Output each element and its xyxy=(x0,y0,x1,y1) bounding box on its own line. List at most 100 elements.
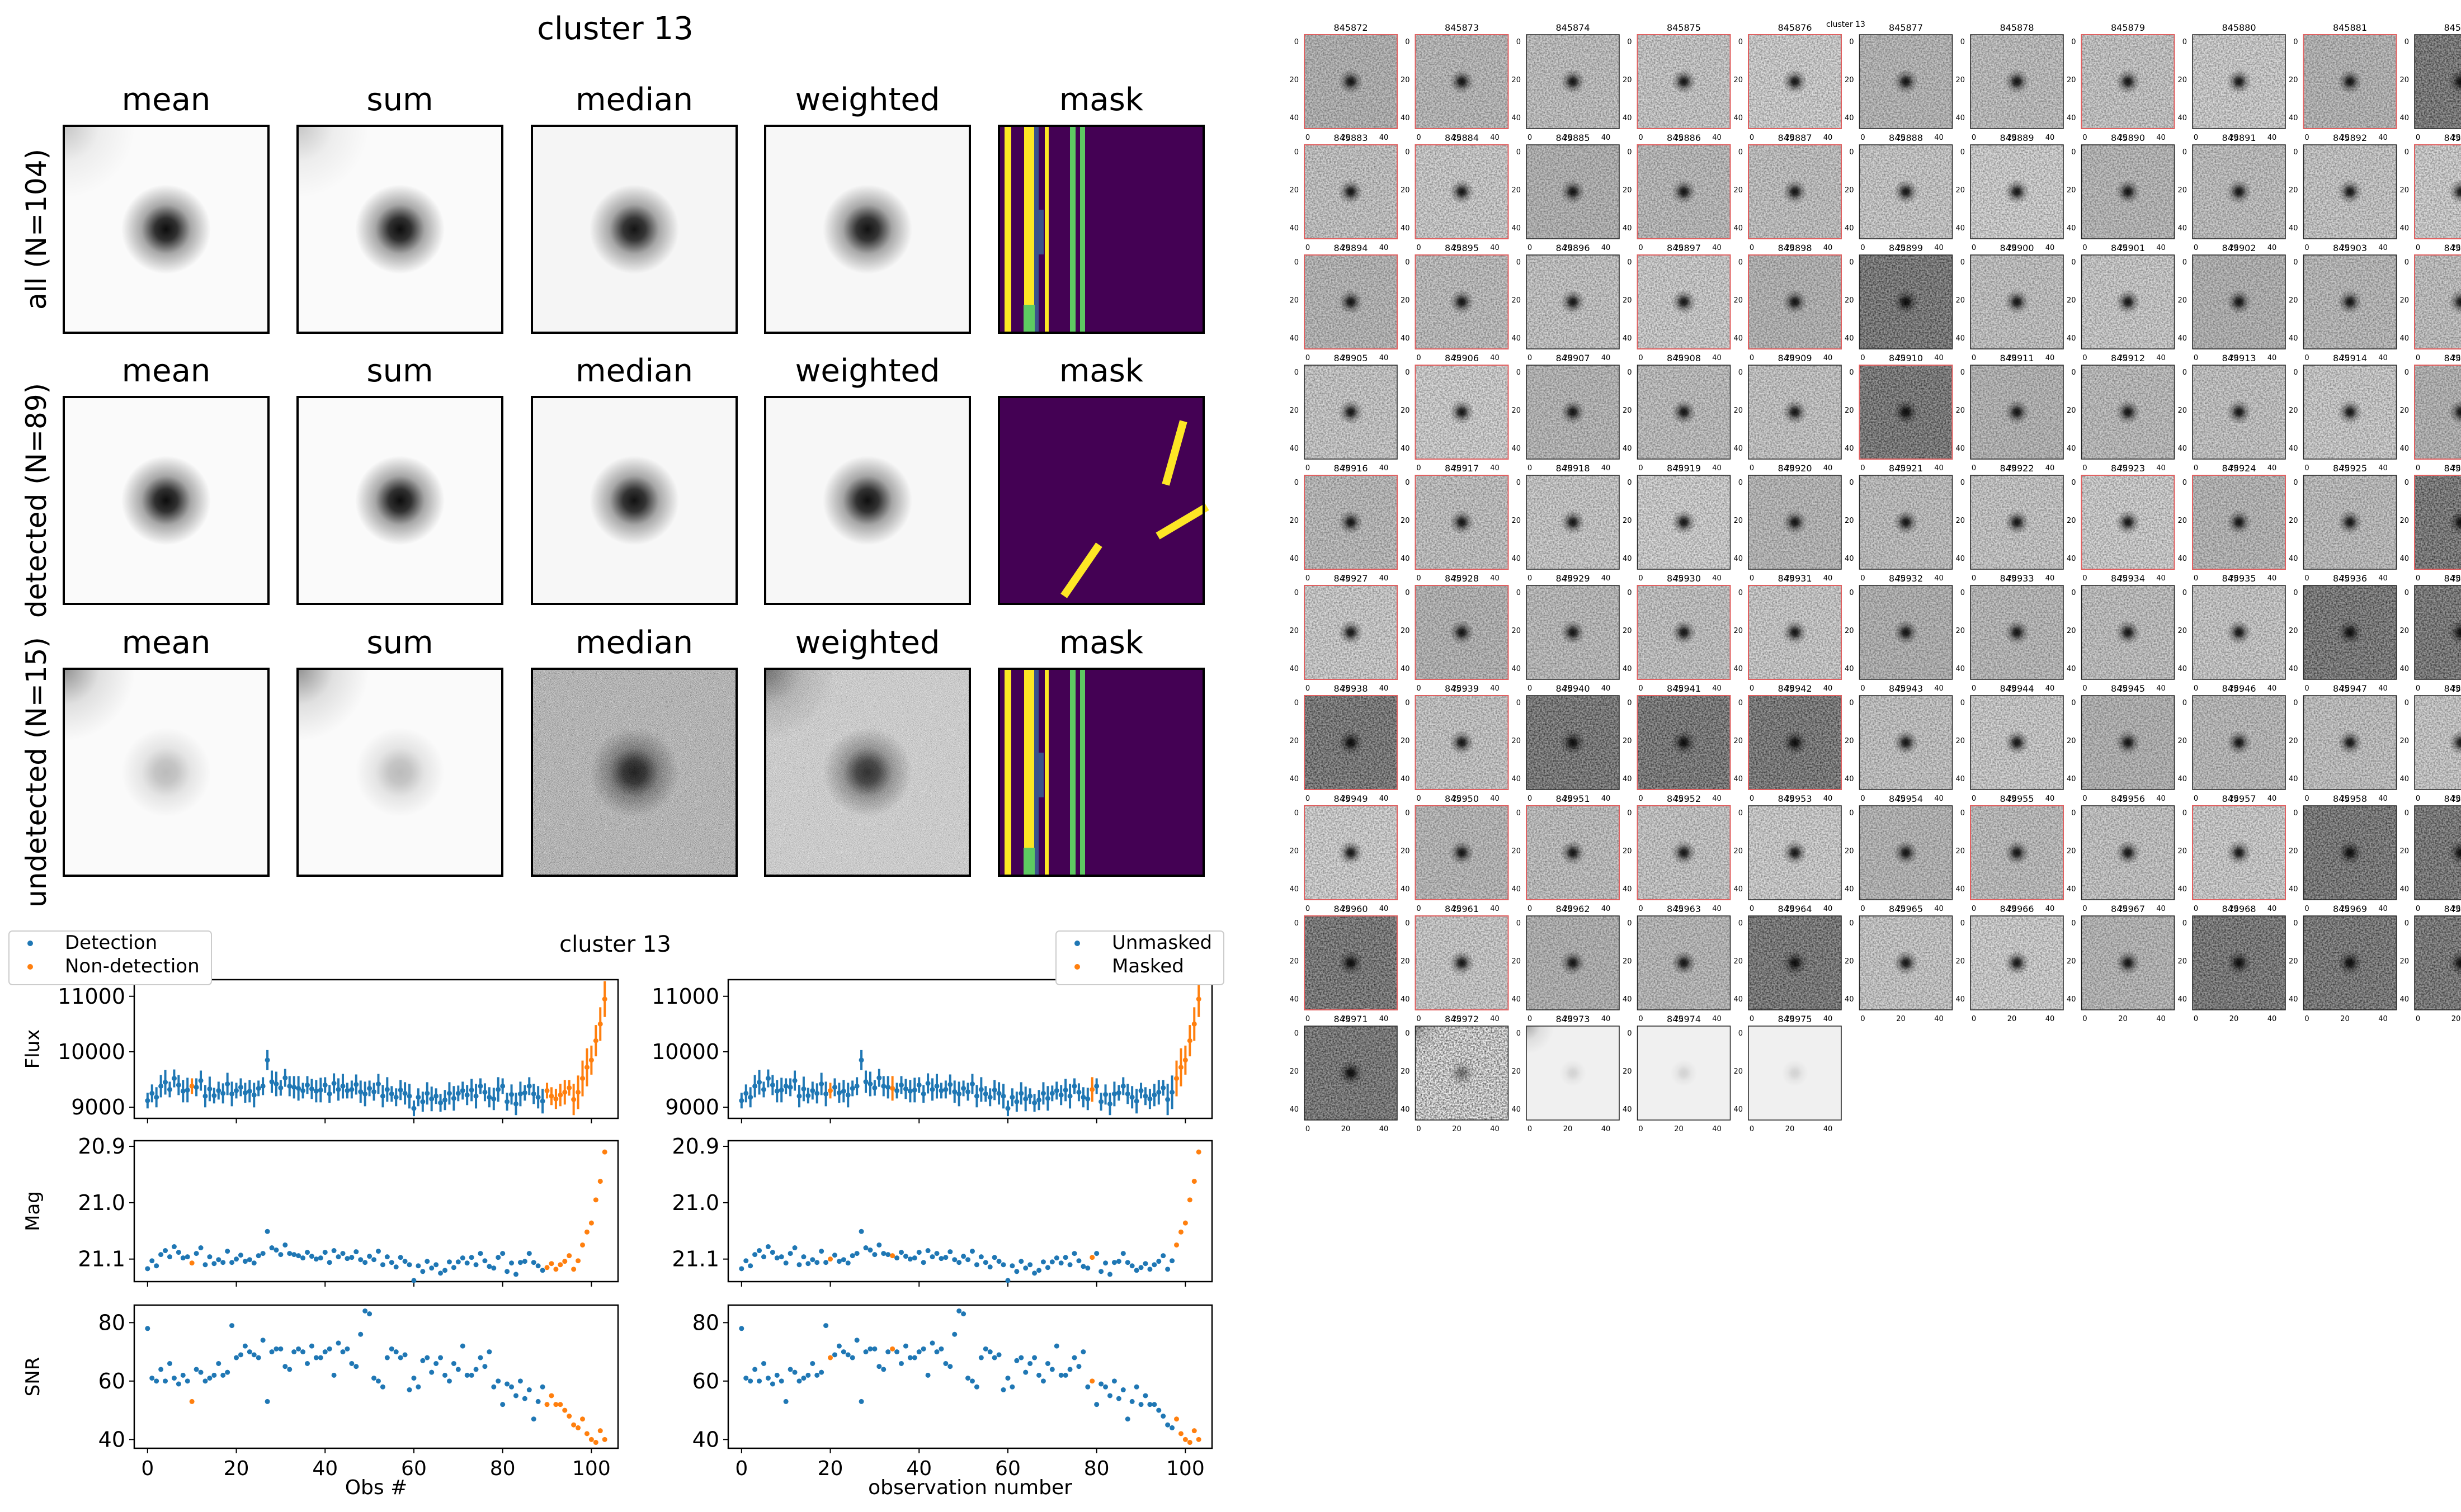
mask-patch xyxy=(1037,210,1044,254)
cutout-label: 845901 xyxy=(2111,243,2145,253)
data-point xyxy=(553,1402,559,1407)
cutout-label: 845904 xyxy=(2444,243,2461,253)
data-point xyxy=(362,1091,368,1097)
cutout-x-tick: 0 xyxy=(1750,684,1754,693)
cutout-x-tick: 40 xyxy=(1712,1015,1722,1023)
cutout-psf xyxy=(1671,179,1696,204)
data-point xyxy=(496,1378,501,1384)
stack-panel-mean xyxy=(63,668,270,877)
data-point xyxy=(171,1376,177,1381)
cutout-x-tick: 0 xyxy=(1750,1015,1754,1023)
data-point xyxy=(1045,1360,1050,1366)
data-point xyxy=(176,1250,181,1255)
cutout-label: 845915 xyxy=(2444,353,2461,363)
cutout-y-tick: 0 xyxy=(2071,368,2076,377)
cutout-x-tick: 0 xyxy=(2194,464,2198,472)
cutout-frame xyxy=(1859,805,1953,900)
cutout-psf xyxy=(2337,840,2363,865)
cutout-x-tick: 40 xyxy=(2045,574,2055,583)
data-point xyxy=(921,1346,926,1352)
data-point xyxy=(522,1090,527,1095)
cutout-y-tick: 40 xyxy=(2399,885,2409,894)
cutout-label: 845905 xyxy=(1333,353,1368,363)
x-axis-label: observation number xyxy=(868,1476,1072,1499)
cutout-x-tick: 20 xyxy=(2451,134,2461,142)
data-point xyxy=(389,1346,394,1352)
cutout-y-tick: 0 xyxy=(2293,919,2298,928)
cutout-x-tick: 20 xyxy=(2451,795,2461,803)
cutout-x-tick: 40 xyxy=(2378,905,2388,913)
cutout-y-tick: 40 xyxy=(1289,885,1299,894)
data-point xyxy=(535,1094,541,1100)
mask-stripe xyxy=(1005,126,1011,333)
cutout-y-tick: 40 xyxy=(1401,1105,1410,1114)
data-point xyxy=(1010,1263,1015,1269)
cutout-y-tick: 40 xyxy=(2067,885,2076,894)
cutout-y-tick: 40 xyxy=(1401,114,1410,122)
data-point xyxy=(961,1254,967,1259)
cutout-y-tick: 40 xyxy=(2289,775,2298,783)
cutout-x-tick: 40 xyxy=(1379,795,1389,803)
panel-title: sum xyxy=(366,82,433,118)
cutout-y-tick: 0 xyxy=(2405,919,2409,928)
cutout-y-tick: 20 xyxy=(1733,847,1743,856)
data-point xyxy=(779,1378,784,1384)
cutout-y-tick: 0 xyxy=(1294,479,1299,487)
data-point xyxy=(814,1260,820,1265)
data-point xyxy=(1054,1255,1059,1261)
cutout-frame xyxy=(1304,1026,1398,1121)
cutout-y-tick: 40 xyxy=(1623,665,1632,673)
cutout-y-tick: 0 xyxy=(2405,589,2409,597)
cutout-x-tick: 0 xyxy=(1416,574,1421,583)
y-axis-label: SNR xyxy=(22,1357,44,1397)
cutout-x-tick: 40 xyxy=(2156,574,2166,583)
data-point xyxy=(890,1085,895,1091)
cutout-x-tick: 0 xyxy=(2304,905,2309,913)
cutout-frame xyxy=(2414,915,2461,1010)
cutout-psf xyxy=(2115,620,2141,645)
cutout-y-tick: 20 xyxy=(1511,627,1521,635)
cutout-x-tick: 40 xyxy=(1490,464,1500,472)
cutout-x-tick: 0 xyxy=(1750,464,1754,472)
data-point xyxy=(291,1349,297,1355)
data-point xyxy=(757,1080,762,1085)
data-point xyxy=(1187,1197,1192,1203)
data-point xyxy=(207,1254,213,1260)
cutout-x-tick: 40 xyxy=(2378,244,2388,252)
data-point xyxy=(597,1179,603,1184)
data-point xyxy=(416,1384,421,1390)
cutout-y-tick: 40 xyxy=(1955,224,1965,233)
data-point xyxy=(1054,1088,1059,1093)
cutout-y-tick: 40 xyxy=(2399,224,2409,233)
cutout-label: 845917 xyxy=(1445,463,1479,474)
cutout-panel: 8459480020204040 xyxy=(2399,683,2461,803)
data-point xyxy=(216,1360,221,1366)
data-point xyxy=(526,1251,532,1256)
cutout-y-tick: 0 xyxy=(2293,809,2298,818)
data-point xyxy=(1191,1428,1197,1434)
cutout-y-tick: 20 xyxy=(2067,847,2076,856)
data-point xyxy=(442,1268,448,1273)
data-point xyxy=(145,1326,150,1331)
cutout-x-tick: 0 xyxy=(2304,464,2309,472)
data-point xyxy=(1054,1343,1059,1349)
cutout-psf xyxy=(2227,400,2251,424)
cutout-x-tick: 20 xyxy=(2007,905,2017,913)
cutout-y-tick: 20 xyxy=(2289,296,2298,305)
cutout-psf xyxy=(2227,290,2251,314)
cutout-psf xyxy=(1560,290,1585,314)
data-point xyxy=(1143,1093,1148,1099)
data-point xyxy=(898,1250,904,1255)
cutout-x-tick: 40 xyxy=(2378,684,2388,693)
data-point xyxy=(567,1253,572,1259)
cutout-x-tick: 40 xyxy=(1490,574,1500,583)
cutout-psf xyxy=(1338,730,1363,755)
cutout-x-tick: 0 xyxy=(1972,354,1976,362)
data-point xyxy=(1081,1349,1086,1355)
